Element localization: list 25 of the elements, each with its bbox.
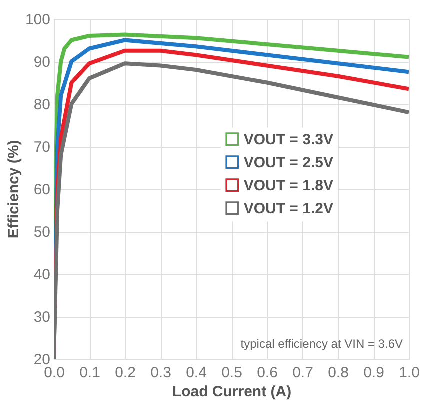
x-axis-title: Load Current (A) <box>172 384 292 400</box>
x-tick-label: 0.5 <box>222 364 242 382</box>
x-tick-label: 0.6 <box>257 364 278 382</box>
x-tick-label: 0.8 <box>328 364 349 382</box>
x-tick-label: 0.2 <box>115 364 136 382</box>
x-tick-label: 1.0 <box>399 364 420 382</box>
y-tick-label: 60 <box>34 182 50 198</box>
x-tick-label: 0.3 <box>150 364 172 382</box>
x-tick-label: 0.4 <box>186 364 207 382</box>
legend-label: VOUT = 2.5V <box>244 154 334 172</box>
y-tick-label: 40 <box>34 266 50 284</box>
x-tick-label: 0.9 <box>364 364 384 382</box>
x-tick-label: 0.1 <box>80 364 100 382</box>
y-tick-label: 30 <box>34 309 50 326</box>
legend-label: VOUT = 1.2V <box>244 200 334 218</box>
y-axis-title: Efficiency (%) <box>5 140 22 239</box>
x-tick-label: 0.7 <box>292 364 314 382</box>
y-tick-label: 90 <box>34 54 50 71</box>
y-tick-label: 70 <box>34 139 50 156</box>
y-tick-label: 100 <box>25 12 50 28</box>
legend-label: VOUT = 3.3V <box>244 131 334 148</box>
y-tick-label: 80 <box>34 96 50 114</box>
y-tick-label: 50 <box>34 224 50 241</box>
legend-label: VOUT = 1.8V <box>244 177 334 194</box>
annotation: typical efficiency at VIN = 3.6V <box>240 337 403 351</box>
